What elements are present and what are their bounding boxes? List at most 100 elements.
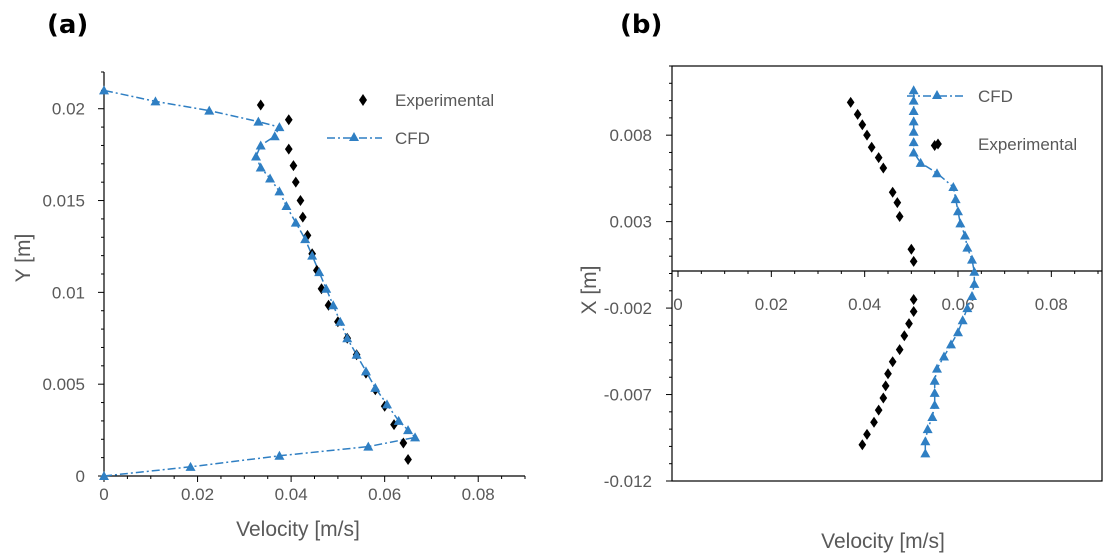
panel-a-axes xyxy=(103,72,525,477)
panel-b-cfd-point xyxy=(967,254,977,264)
panel-b-experimental-point xyxy=(863,129,871,141)
panel-a-cfd-point xyxy=(403,425,414,435)
panel-b-cfd-point xyxy=(962,303,973,313)
panel-a-experimental-point xyxy=(291,176,300,188)
panel-b-y-tick-label: -0.002 xyxy=(604,299,652,318)
panel-a-cfd-point xyxy=(204,105,215,115)
panel-a-experimental-point xyxy=(404,453,412,465)
panel-b-experimental-point xyxy=(895,344,904,356)
panel-b-legend-cfd-marker xyxy=(932,90,942,99)
panel-a-x-tick-label: 0.06 xyxy=(368,485,401,504)
panel-a-x-tick-label: 0.08 xyxy=(462,485,495,504)
panel-a-cfd-point xyxy=(255,162,266,172)
panel-b-experimental-point xyxy=(900,330,909,342)
panel-b-experimental-point xyxy=(846,96,855,108)
panel-a-cfd-point xyxy=(342,333,353,343)
panel-b-legend-experimental-marker xyxy=(934,138,942,150)
panel-b-experimental-point xyxy=(874,152,883,164)
panel-a-cfd-point xyxy=(99,85,109,95)
panel-b-cfd-point xyxy=(946,339,956,349)
panel-a-cfd-point xyxy=(281,201,292,211)
panel-a-cfd-point xyxy=(370,382,381,392)
panel-b-cfd-point xyxy=(932,168,942,178)
panel-b-cfd-point xyxy=(948,182,959,192)
panel-a-cfd-point xyxy=(351,349,362,359)
panel-a-x-ticks: 0 0.02 0.04 0.06 0.08 xyxy=(99,476,526,504)
panel-b-experimental-point xyxy=(858,119,867,131)
panel-b-cfd-point xyxy=(908,116,919,126)
panel-b-cfd-point xyxy=(922,424,933,434)
panel-b-experimental-point xyxy=(884,368,892,380)
panel-a-cfd-point xyxy=(185,461,196,471)
panel-a-cfd-point xyxy=(274,450,285,460)
panel-a-experimental-point xyxy=(284,114,293,126)
panel-b-cfd-point xyxy=(969,266,980,276)
panel-b-experimental-point xyxy=(905,318,913,330)
panel-b-y-tick-label: 0.003 xyxy=(609,213,652,232)
panel-a-x-tick-label: 0.02 xyxy=(181,485,214,504)
panel-a-y-axis-title: Y [m] xyxy=(12,234,35,283)
panel-a-cfd-point xyxy=(321,283,332,293)
panel-b-cfd-point xyxy=(908,137,919,147)
panel-b-cfd-point xyxy=(908,126,919,136)
panel-b-legend-cfd-label: CFD xyxy=(978,87,1013,106)
panel-a-experimental-point xyxy=(256,99,265,111)
panel-b-cfd-point xyxy=(908,105,919,115)
panel-b-y-ticks: -0.012 -0.007 -0.002 0.003 0.008 xyxy=(604,65,672,491)
panel-a-cfd-point xyxy=(290,217,301,227)
panel-b-plot-frame xyxy=(671,65,1103,482)
panel-a-x-tick-label: 0.04 xyxy=(275,485,308,504)
panel-b-cfd-point xyxy=(953,327,963,337)
panel-a-cfd-point xyxy=(335,316,346,326)
panel-b-x-tick-label: 0.08 xyxy=(1035,295,1068,314)
panel-b-y-tick-label: -0.007 xyxy=(604,386,652,405)
panel-a-x-axis-title: Velocity [m/s] xyxy=(236,518,360,541)
panel-b-cfd-point xyxy=(927,412,938,422)
panel-a-y-tick-label: 0.015 xyxy=(42,192,85,211)
panel-a-experimental-point xyxy=(298,211,307,223)
panel-b-cfd-point xyxy=(962,242,973,252)
panel-b-experimental-point xyxy=(909,255,918,267)
panel-b-experimental-point xyxy=(907,243,916,255)
panel-a-cfd-point xyxy=(393,415,404,425)
panel-b-cfd-point xyxy=(920,436,931,446)
panel-b-x-tick-label: 0 xyxy=(673,295,682,314)
panel-a-y-tick-label: 0.005 xyxy=(42,375,85,394)
panel-b-y-tick-label: -0.012 xyxy=(604,472,652,491)
panel-b-x-ticks: 0 0.02 0.04 0.06 0.08 xyxy=(673,271,1099,314)
panel-b-experimental-point xyxy=(909,306,918,318)
panel-b-x-tick-label: 0.04 xyxy=(848,295,881,314)
panel-b-experimental-point xyxy=(893,197,902,209)
panel-b-experimental-point xyxy=(867,141,876,153)
panel-b-experimental-point xyxy=(888,356,897,368)
panel-a-experimental-point xyxy=(284,143,293,155)
panel-b-cfd-point xyxy=(950,194,961,204)
panel-a-experimental-point xyxy=(289,160,298,172)
panel-b-experimental-point xyxy=(888,186,897,198)
panel-b-cfd-point xyxy=(929,375,940,385)
panel-b-y-tick-label: 0.008 xyxy=(609,126,652,145)
panel-a-legend-experimental-label: Experimental xyxy=(395,91,494,110)
panel-a-cfd-point xyxy=(307,250,318,260)
panel-b-legend-experimental-label: Experimental xyxy=(978,135,1077,154)
panel-a-y-ticks: 0 0.005 0.01 0.015 0.02 xyxy=(42,71,104,486)
panel-a-legend-cfd-marker xyxy=(349,132,359,141)
panel-b-axes xyxy=(671,65,1103,482)
panel-a-legend-experimental-marker xyxy=(359,94,367,106)
panel-b-cfd-point xyxy=(908,147,919,157)
panel-b-experimental-point xyxy=(858,439,867,451)
panel-a-cfd-point xyxy=(274,122,285,132)
panel-b-experimental-point xyxy=(853,108,862,120)
panel-a-cfd-point xyxy=(269,131,280,141)
panel-b-cfd-point xyxy=(953,206,963,216)
panel-a-experimental-point xyxy=(312,264,321,276)
panel-b-cfd-point xyxy=(908,85,919,95)
panel-b-cfd-point xyxy=(967,290,977,300)
panel-b-cfd-point xyxy=(929,399,940,409)
panel-b-cfd-point xyxy=(915,157,926,167)
panel-a-cfd-point xyxy=(99,471,109,480)
panel-a-y-tick-label: 0.02 xyxy=(52,100,85,119)
panel-b-experimental-point xyxy=(870,416,878,428)
panel-b-cfd-point xyxy=(908,95,919,105)
